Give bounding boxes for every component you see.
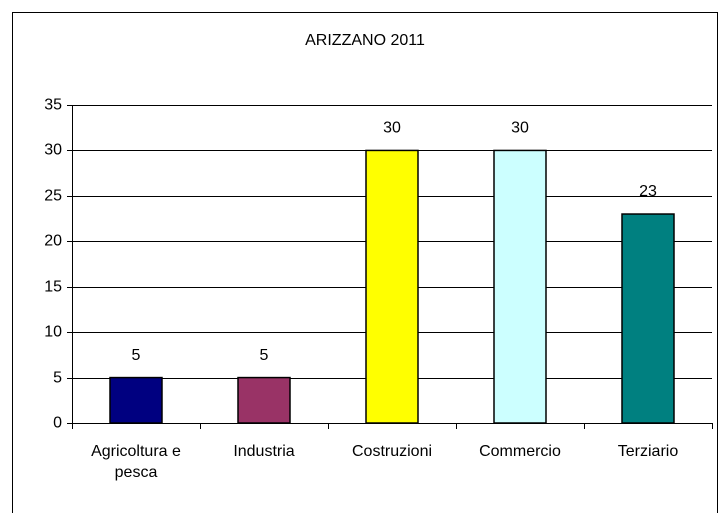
bar bbox=[109, 376, 163, 424]
data-label: 23 bbox=[639, 183, 657, 200]
y-tick-label: 10 bbox=[44, 324, 62, 341]
y-tick-label: 35 bbox=[44, 97, 62, 114]
x-tick-label: Agricoltura e pesca bbox=[91, 443, 181, 481]
chart-title: ARIZZANO 2011 bbox=[305, 32, 425, 49]
data-label: 5 bbox=[260, 347, 269, 364]
y-tick-label: 5 bbox=[53, 370, 62, 387]
y-tick-label: 30 bbox=[44, 142, 62, 159]
y-tick-label: 25 bbox=[44, 188, 62, 205]
chart-frame bbox=[12, 12, 718, 513]
bar bbox=[493, 149, 547, 424]
bar bbox=[365, 149, 419, 424]
x-tick-label: Costruzioni bbox=[351, 443, 433, 460]
y-tick-label: 15 bbox=[44, 279, 62, 296]
data-label: 30 bbox=[383, 120, 401, 137]
y-tick-label: 20 bbox=[44, 233, 62, 250]
x-tick-label: Commercio bbox=[479, 443, 561, 460]
bar bbox=[237, 376, 291, 424]
data-label: 5 bbox=[132, 347, 141, 364]
x-tick-label: Industria bbox=[233, 443, 295, 460]
bar bbox=[621, 213, 675, 424]
x-tick-label: Terziario bbox=[617, 443, 679, 460]
y-tick-label: 0 bbox=[53, 415, 62, 432]
data-label: 30 bbox=[511, 120, 529, 137]
